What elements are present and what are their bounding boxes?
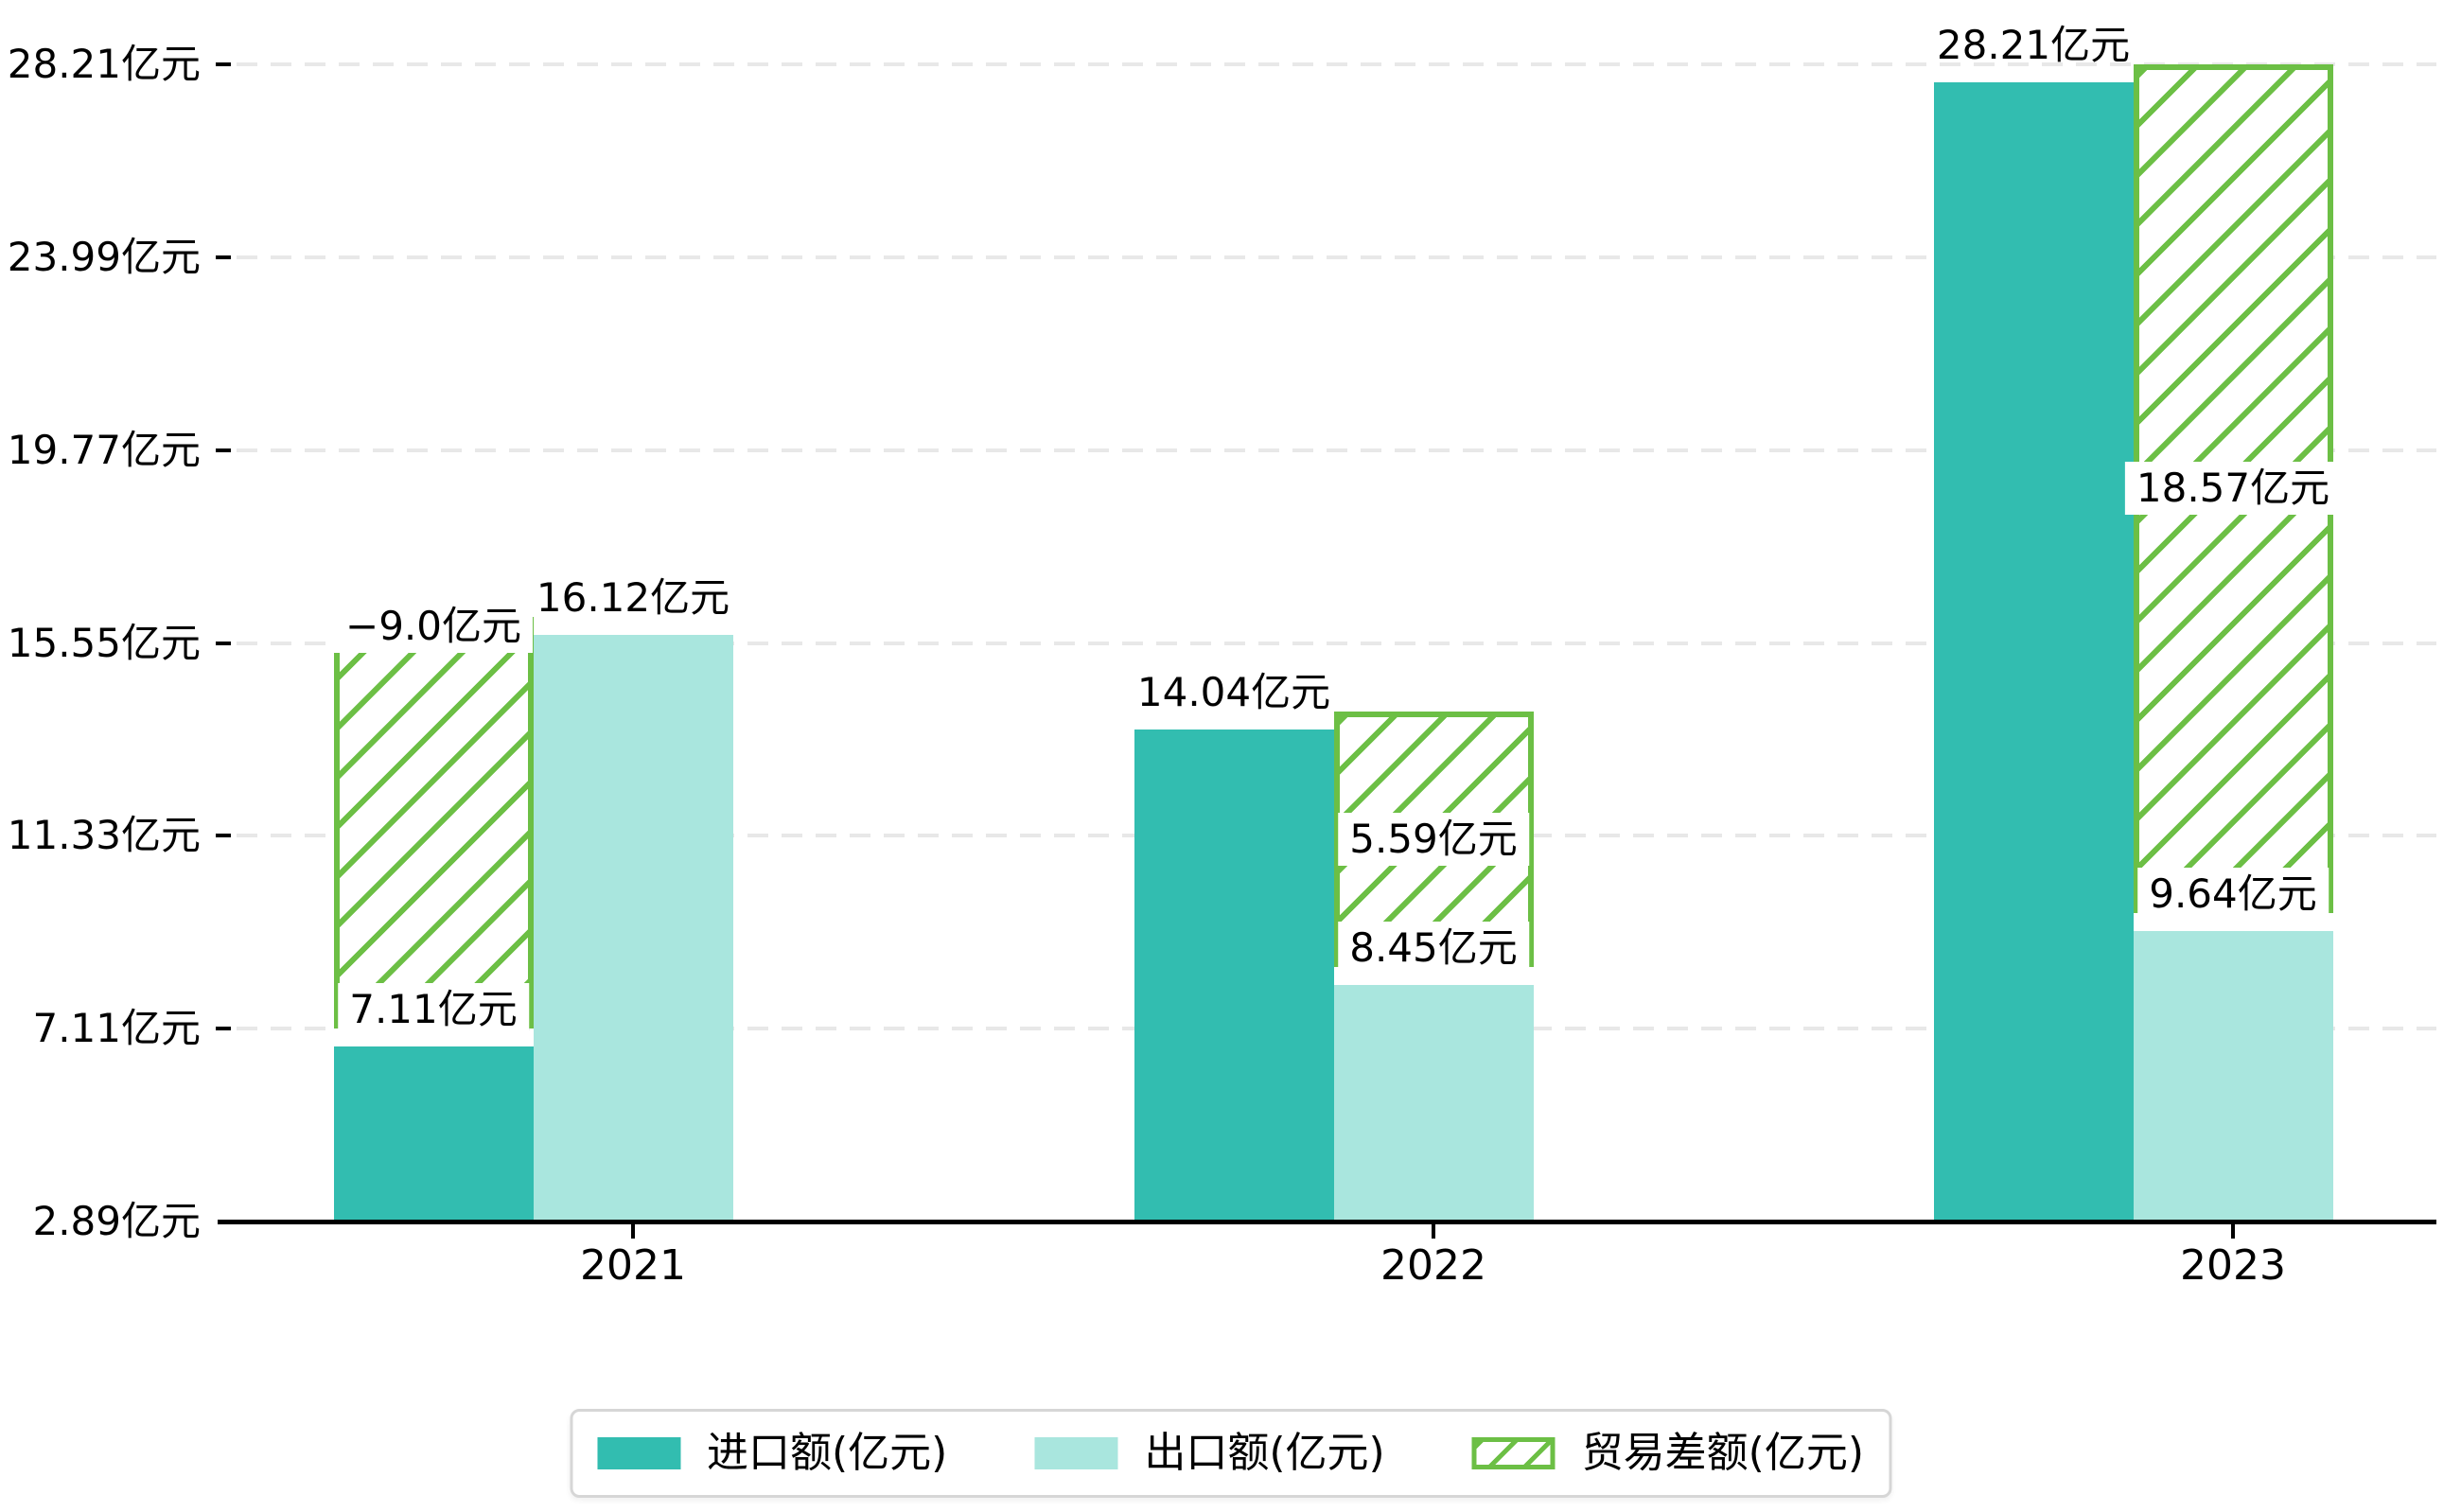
h-gridline xyxy=(237,641,2436,645)
h-gridline xyxy=(237,255,2436,259)
y-axis-tick-label: 19.77亿元 xyxy=(7,426,201,473)
y-axis-tick-label: 23.99亿元 xyxy=(7,233,201,280)
bar-import-2022 xyxy=(1134,730,1334,1222)
value-label-import-2021: 7.11亿元 xyxy=(338,983,529,1037)
h-gridline xyxy=(237,62,2436,66)
legend-label-export: 出口额(亿元) xyxy=(1144,1429,1385,1477)
y-axis-tick-label: 2.89亿元 xyxy=(32,1198,201,1244)
bar-difference-2021 xyxy=(333,616,534,1029)
legend-label-difference: 贸易差额(亿元) xyxy=(1581,1429,1865,1477)
x-axis-tick xyxy=(2231,1224,2235,1239)
y-axis-tick xyxy=(216,448,231,452)
x-axis-tick-label: 2023 xyxy=(2180,1241,2286,1290)
value-label-difference-2023: 18.57亿元 xyxy=(2124,462,2342,516)
legend-item-difference: 贸易差额(亿元) xyxy=(1471,1429,1865,1477)
value-label-difference-2021: −9.0亿元 xyxy=(334,599,533,653)
value-label-export-2022: 8.45亿元 xyxy=(1338,922,1529,976)
y-axis-tick xyxy=(216,62,231,66)
x-axis-line xyxy=(218,1220,2436,1224)
y-axis-tick-label: 28.21亿元 xyxy=(7,41,201,87)
legend-swatch-export-icon xyxy=(1034,1437,1118,1469)
legend-label-import: 进口额(亿元) xyxy=(706,1429,948,1477)
value-label-import-2023: 28.21亿元 xyxy=(1936,22,2131,68)
value-label-export-2021: 16.12亿元 xyxy=(536,573,730,621)
bar-import-2021 xyxy=(333,1046,534,1222)
value-label-export-2023: 9.64亿元 xyxy=(2137,867,2329,921)
y-axis-tick-label: 15.55亿元 xyxy=(7,619,201,666)
bar-export-2023 xyxy=(2133,930,2333,1222)
y-axis-tick-label: 7.11亿元 xyxy=(32,1005,201,1052)
legend-item-export: 出口额(亿元) xyxy=(1034,1429,1385,1477)
legend-item-import: 进口额(亿元) xyxy=(596,1429,948,1477)
legend-swatch-import-icon xyxy=(596,1437,680,1469)
legend-swatch-difference-icon xyxy=(1471,1437,1556,1469)
y-axis-tick-label: 11.33亿元 xyxy=(7,812,201,859)
x-axis-tick-label: 2022 xyxy=(1380,1241,1486,1290)
y-axis-tick xyxy=(216,641,231,645)
h-gridline xyxy=(237,448,2436,452)
x-axis-tick xyxy=(631,1224,635,1239)
bar-import-2023 xyxy=(1933,82,2134,1222)
y-axis-tick xyxy=(216,1027,231,1031)
bar-export-2021 xyxy=(533,634,733,1222)
x-axis-tick-label: 2021 xyxy=(580,1241,686,1290)
y-axis-tick xyxy=(216,255,231,259)
value-label-difference-2022: 5.59亿元 xyxy=(1338,813,1529,867)
y-axis-tick xyxy=(216,834,231,838)
bar-export-2022 xyxy=(1333,985,1534,1222)
value-label-import-2022: 14.04亿元 xyxy=(1136,669,1331,716)
x-axis-tick xyxy=(1432,1224,1435,1239)
legend: 进口额(亿元) 出口额(亿元) 贸易差额(亿元) xyxy=(569,1409,1892,1498)
